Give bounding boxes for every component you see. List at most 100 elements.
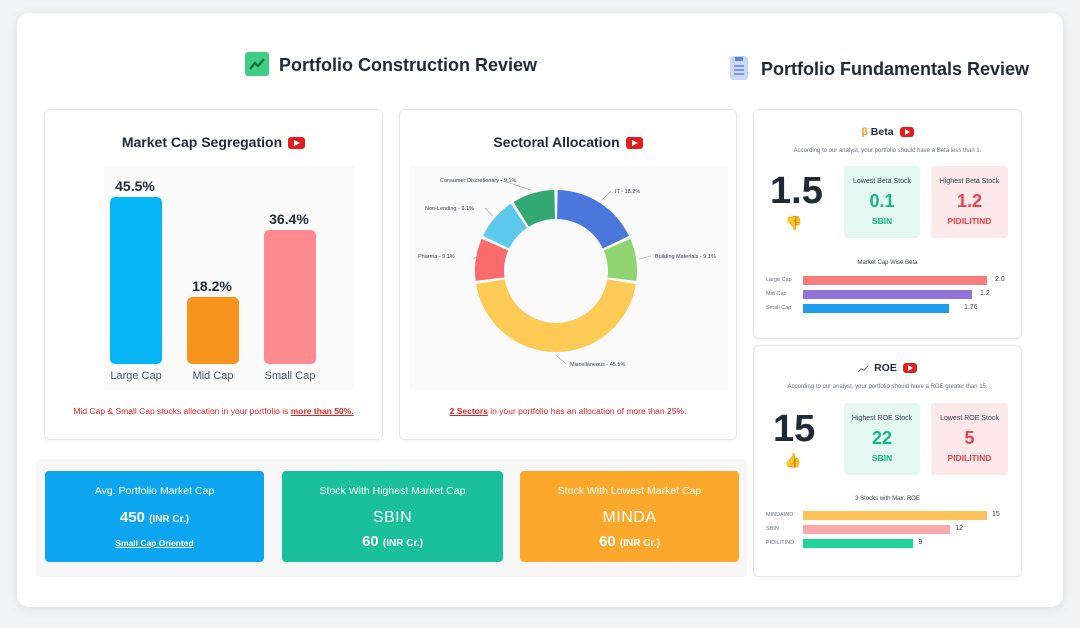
market-cap-chart: 45.5% 18.2% 36.4% Large Cap Mid Cap Smal… (104, 166, 354, 390)
donut-leader-line (499, 179, 533, 191)
trend-chart-icon (245, 52, 269, 76)
donut-slice-miscellaneous (476, 279, 636, 353)
bar-value-label: 9 (918, 539, 923, 546)
donut-slice-non-lending (483, 203, 528, 249)
roe-chart-title: 3 Stocks with Max. ROE (855, 496, 920, 502)
donut-leader-line (472, 255, 479, 260)
lowest-roe-value: 5 (964, 428, 975, 448)
highest-beta-box: Highest Beta Stock 1.2 PIDILITIND (931, 166, 1008, 238)
stat-highest-value: 60 (INR Cr.) (362, 533, 423, 550)
bar-value-label: 1.2 (980, 290, 990, 297)
roe-title: ROE (754, 362, 1021, 374)
lowest-beta-label: Lowest Beta Stock (853, 178, 911, 185)
donut-leader-line (601, 190, 612, 201)
stat-avg-value: 450 (INR Cr.) (119, 509, 190, 526)
donut-slice-consumer-discretionary (513, 190, 555, 227)
bar-label-small-cap: Small Cap (264, 370, 316, 382)
beta-card: β Beta According to our analyst, your po… (753, 109, 1022, 339)
stat-highest-market-cap: Stock With Highest Market Cap SBIN 60 (I… (282, 471, 503, 562)
thumbs-up-icon: 👍 (784, 452, 802, 468)
lowest-roe-stock: PIDILITIND (947, 453, 992, 463)
market-cap-card: Market Cap Segregation 45.5% 18.2% 36.4%… (44, 109, 383, 440)
highest-roe-label: Highest ROE Stock (851, 415, 913, 422)
beta-value: 1.5 (770, 170, 823, 212)
bar-category-label: Mid Cap (766, 291, 787, 297)
bar-category-label: Large Cap (766, 277, 792, 283)
beta-bar-mid-cap (803, 290, 972, 299)
bar-large-cap (110, 197, 162, 364)
bar-value-large-cap: 45.5% (115, 178, 155, 194)
roe-bar-chart: MINDAIND 15 SBIN 12 PIDILITIND 9 (754, 511, 1023, 561)
highest-roe-stock: SBIN (871, 453, 893, 463)
stat-lowest-market-cap: Stock With Lowest Market Cap MINDA 60 (I… (520, 471, 739, 562)
bar-value-label: 2.0 (995, 276, 1005, 283)
bar-category-label: PIDILITIND (766, 540, 795, 546)
donut-leader-line (484, 207, 493, 217)
dashboard-frame: Portfolio Construction Review Portfolio … (17, 13, 1063, 607)
bar-category-label: Small Cap (766, 305, 792, 311)
bar-value-mid-cap: 18.2% (192, 278, 232, 294)
bar-category-label: SBIN (766, 526, 779, 532)
bar-sbin (803, 525, 951, 534)
bar-label-mid-cap: Mid Cap (192, 370, 234, 382)
small-cap-oriented-link[interactable]: Small Cap Oriented (115, 538, 194, 548)
construction-title: Portfolio Construction Review (279, 55, 538, 75)
roe-value: 15 (773, 408, 816, 450)
bar-mid-cap (187, 297, 239, 364)
highest-beta-label: Highest Beta Stock (939, 178, 1000, 185)
stat-lowest-label: Stock With Lowest Market Cap (557, 485, 702, 497)
bar-value-label: 1.76 (964, 304, 978, 311)
stat-avg-label: Avg. Portfolio Market Cap (94, 485, 215, 497)
bar-mindaind (803, 511, 987, 520)
beta-bar-small-cap (803, 304, 949, 313)
lowest-beta-stock: SBIN (871, 216, 893, 226)
donut-label: Building Materials - 9.1% (655, 254, 716, 260)
market-cap-note: Mid Cap & Small Cap stocks allocation in… (73, 406, 354, 416)
sectoral-card: Sectoral Allocation IT - 18.2% Building M… (399, 109, 737, 440)
stat-highest-label: Stock With Highest Market Cap (319, 485, 466, 497)
bar-value-label: 15 (992, 511, 1000, 518)
highest-roe-value: 22 (871, 428, 893, 448)
donut-label: IT - 18.2% (615, 189, 640, 195)
youtube-icon[interactable] (899, 127, 914, 138)
donut-leader-line (639, 255, 652, 260)
donut-label: Miscellaneous - 45.5% (570, 362, 625, 368)
bar-value-small-cap: 36.4% (269, 211, 309, 227)
beta-symbol-icon: β (861, 126, 868, 138)
lowest-roe-box: Lowest ROE Stock 5 PIDILITIND (931, 403, 1008, 475)
roe-subtitle: According to our analyst, your portfolio… (787, 384, 988, 390)
beta-bar-large-cap (803, 276, 987, 285)
lowest-beta-box: Lowest Beta Stock 0.1 SBIN (844, 166, 920, 238)
market-cap-title: Market Cap Segregation (45, 134, 382, 150)
youtube-icon[interactable] (902, 363, 917, 374)
sectoral-title: Sectoral Allocation (400, 134, 736, 150)
sectoral-note: 2 Sectors in your portfolio has an alloc… (449, 406, 687, 416)
donut-leader-line (555, 354, 567, 365)
donut-label: Non-Lending - 9.1% (425, 206, 474, 212)
youtube-icon[interactable] (625, 137, 643, 150)
bar-small-cap (264, 230, 316, 364)
donut-slice-it (557, 190, 629, 249)
fundamentals-title: Portfolio Fundamentals Review (761, 59, 1030, 79)
highest-beta-stock: PIDILITIND (947, 216, 992, 226)
roe-card: ROE According to our analyst, your portf… (753, 345, 1022, 577)
bar-category-label: MINDAIND (766, 512, 794, 518)
stat-avg-market-cap: Avg. Portfolio Market Cap 450 (INR Cr.) … (45, 471, 264, 562)
beta-bar-chart: Large Cap 2.0 Mid Cap 1.2 Small Cap 1.76 (754, 276, 1023, 326)
beta-title: β Beta (754, 126, 1021, 138)
donut-label: Pharma - 9.1% (418, 254, 455, 260)
line-chart-icon (857, 364, 869, 373)
donut-slice-building-materials (603, 238, 637, 281)
highest-roe-box: Highest ROE Stock 22 SBIN (844, 403, 920, 475)
bar-value-label: 12 (955, 525, 963, 532)
sectoral-donut-chart: IT - 18.2% Building Materials - 9.1% Misce… (410, 166, 728, 390)
clipboard-icon (730, 56, 748, 80)
donut-label: Consumer Discretionary - 9.1% (440, 178, 517, 184)
beta-chart-title: Market Cap Wise Beta (857, 260, 918, 266)
highest-beta-value: 1.2 (956, 191, 983, 211)
beta-subtitle: According to our analyst, your portfolio… (793, 148, 982, 154)
stat-highest-stock: SBIN (372, 509, 413, 526)
stat-lowest-value: 60 (INR Cr.) (599, 533, 660, 550)
lowest-beta-value: 0.1 (869, 191, 895, 211)
youtube-icon[interactable] (288, 137, 306, 150)
